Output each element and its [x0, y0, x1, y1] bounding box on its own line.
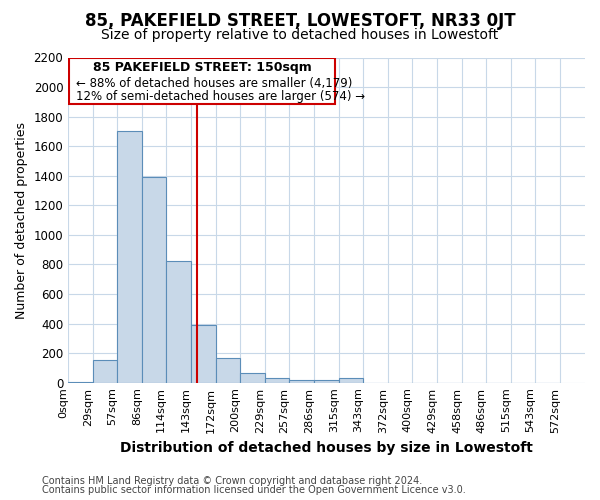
Bar [142, 177, 166, 382]
Y-axis label: Number of detached properties: Number of detached properties [15, 122, 28, 318]
X-axis label: Distribution of detached houses by size in Lowestoft: Distribution of detached houses by size … [120, 441, 533, 455]
Bar [93, 360, 117, 382]
Bar [216, 358, 240, 382]
Bar [191, 325, 216, 382]
Text: 12% of semi-detached houses are larger (574) →: 12% of semi-detached houses are larger (… [76, 90, 365, 103]
Text: 85, PAKEFIELD STREET, LOWESTOFT, NR33 0JT: 85, PAKEFIELD STREET, LOWESTOFT, NR33 0J… [85, 12, 515, 30]
Text: ← 88% of detached houses are smaller (4,179): ← 88% of detached houses are smaller (4,… [76, 76, 352, 90]
Bar [339, 378, 363, 382]
Text: 85 PAKEFIELD STREET: 150sqm: 85 PAKEFIELD STREET: 150sqm [92, 62, 311, 74]
Bar [166, 262, 191, 382]
Text: Contains public sector information licensed under the Open Government Licence v3: Contains public sector information licen… [42, 485, 466, 495]
Bar [69, 58, 335, 104]
Bar [314, 380, 339, 382]
Bar [289, 380, 314, 382]
Text: Size of property relative to detached houses in Lowestoft: Size of property relative to detached ho… [101, 28, 499, 42]
Bar [240, 373, 265, 382]
Bar [265, 378, 289, 382]
Bar [117, 132, 142, 382]
Text: Contains HM Land Registry data © Crown copyright and database right 2024.: Contains HM Land Registry data © Crown c… [42, 476, 422, 486]
